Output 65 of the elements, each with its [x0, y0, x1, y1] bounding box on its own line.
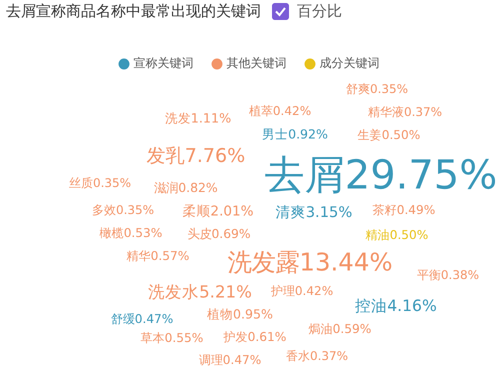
- data-label: 0.38%: [440, 268, 480, 282]
- category-label: 多效: [92, 203, 116, 218]
- legend-label: 宣称关键词: [134, 56, 194, 70]
- data-label: 0.82%: [178, 180, 218, 196]
- data-label: 0.95%: [233, 306, 274, 322]
- data-label: 13.44%: [299, 247, 393, 276]
- category-label: 焗油: [308, 322, 333, 336]
- data-label: 0.47%: [134, 312, 174, 326]
- data-label: 0.53%: [124, 226, 162, 240]
- category-label: 植萃: [248, 104, 273, 118]
- data-label: 0.50%: [390, 228, 428, 242]
- category-label: 舒爽: [346, 82, 370, 96]
- category-label: 丝质: [68, 176, 93, 190]
- category-label: 柔顺: [182, 204, 210, 220]
- data-label: 29.75%: [344, 152, 498, 198]
- category-label: 植物: [207, 306, 234, 322]
- data-label: 5.21%: [199, 282, 252, 302]
- data-label: 3.15%: [306, 204, 352, 221]
- data-label: 0.35%: [370, 82, 408, 96]
- category-label: 护发: [222, 330, 248, 344]
- text: 去屑宣称商品名称中最常出现的关键词: [6, 2, 261, 21]
- data-label: 0.92%: [288, 126, 328, 142]
- category-label: 滋润: [154, 180, 178, 196]
- data-label: 0.50%: [382, 128, 420, 142]
- category-label: 草本: [140, 331, 165, 346]
- data-label: 0.59%: [332, 322, 372, 336]
- category-label: 男士: [262, 126, 288, 142]
- data-label: 0.61%: [248, 330, 286, 344]
- data-label: 0.37%: [310, 349, 348, 364]
- category-label: 发乳: [146, 144, 185, 167]
- legend-label: 其他关键词: [226, 56, 286, 70]
- data-label: 0.69%: [211, 227, 251, 242]
- data-label: 0.35%: [116, 203, 154, 218]
- category-label: 橄榄: [100, 226, 124, 240]
- category-label: 调理: [198, 353, 223, 368]
- data-label: 1.11%: [190, 110, 232, 126]
- category-label: 精华: [126, 249, 151, 264]
- data-label: 0.42%: [272, 104, 312, 118]
- category-label: 控油: [355, 297, 388, 316]
- category-label: 生姜: [358, 128, 382, 142]
- category-label: 去屑: [264, 152, 345, 198]
- category-label: 舒缓: [110, 312, 135, 326]
- category-label: 香水: [286, 349, 310, 364]
- category-label: 洗发露: [227, 247, 300, 276]
- category-label: 洗发水: [148, 282, 200, 302]
- category-label: 清爽: [276, 204, 306, 221]
- text: 百分比: [297, 2, 342, 21]
- data-label: 4.16%: [387, 297, 437, 316]
- legend-label: 成分关键词: [320, 56, 380, 70]
- category-label: 精华液: [368, 105, 404, 120]
- category-label: 洗发: [164, 110, 191, 126]
- category-label: 护理: [270, 284, 295, 298]
- data-label: 0.35%: [92, 176, 132, 190]
- data-label: 0.42%: [294, 284, 334, 298]
- data-label: 0.55%: [164, 331, 204, 346]
- category-label: 平衡: [416, 268, 441, 282]
- category-label: 茶籽: [372, 203, 397, 218]
- data-label: 2.01%: [210, 204, 254, 220]
- data-label: 0.49%: [396, 203, 436, 218]
- category-label: 头皮: [187, 227, 212, 242]
- data-label: 0.37%: [404, 105, 442, 120]
- data-label: 0.57%: [150, 249, 190, 264]
- data-label: 7.76%: [184, 144, 246, 167]
- category-label: 精油: [366, 228, 390, 242]
- data-label: 0.47%: [222, 353, 262, 368]
